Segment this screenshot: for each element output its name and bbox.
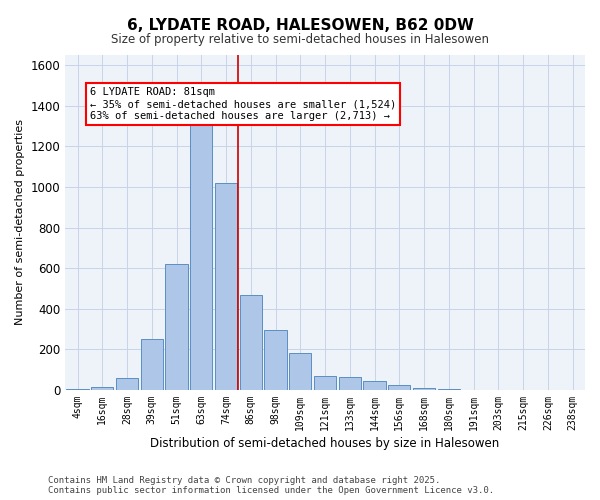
Text: 6 LYDATE ROAD: 81sqm
← 35% of semi-detached houses are smaller (1,524)
63% of se: 6 LYDATE ROAD: 81sqm ← 35% of semi-detac… [90,88,396,120]
Bar [166,264,188,390]
Bar [388,385,410,390]
Bar [140,339,163,390]
Bar [265,330,287,390]
Bar [338,376,361,390]
Bar [314,376,336,390]
Bar [67,389,89,390]
Text: Contains HM Land Registry data © Crown copyright and database right 2025.
Contai: Contains HM Land Registry data © Crown c… [48,476,494,495]
X-axis label: Distribution of semi-detached houses by size in Halesowen: Distribution of semi-detached houses by … [151,437,500,450]
Bar [190,124,212,390]
Bar [239,294,262,390]
Bar [364,381,386,390]
Text: 6, LYDATE ROAD, HALESOWEN, B62 0DW: 6, LYDATE ROAD, HALESOWEN, B62 0DW [127,18,473,32]
Text: Size of property relative to semi-detached houses in Halesowen: Size of property relative to semi-detach… [111,32,489,46]
Bar [289,354,311,390]
Bar [116,378,138,390]
Bar [91,387,113,390]
Y-axis label: Number of semi-detached properties: Number of semi-detached properties [15,120,25,326]
Bar [413,388,435,390]
Bar [215,183,237,390]
